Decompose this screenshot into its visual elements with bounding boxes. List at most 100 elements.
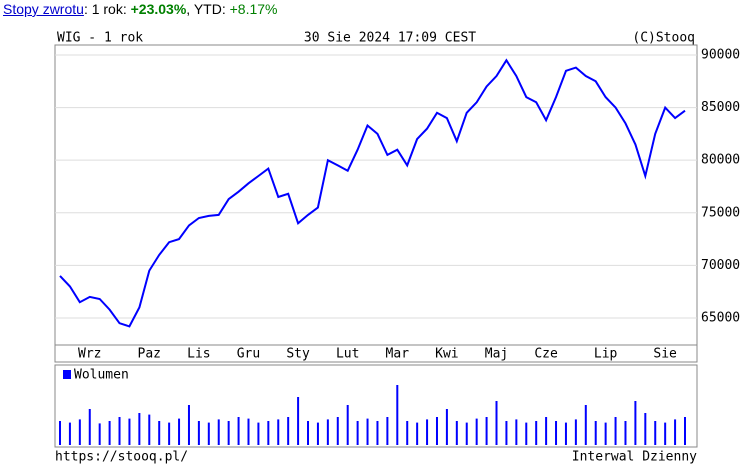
volume-bar bbox=[525, 422, 528, 445]
x-tick-label: Cze bbox=[534, 347, 558, 362]
x-tick-label: Lis bbox=[187, 347, 210, 362]
volume-bar bbox=[485, 417, 488, 445]
volume-bar bbox=[455, 421, 458, 445]
volume-bar bbox=[316, 422, 319, 445]
x-tick-label: Kwi bbox=[435, 347, 458, 362]
volume-bar bbox=[684, 417, 686, 445]
y-tick-label: 80000 bbox=[701, 153, 740, 168]
volume-bar bbox=[297, 397, 300, 445]
volume-bar bbox=[78, 419, 81, 445]
volume-bar bbox=[644, 413, 647, 445]
x-tick-label: Paz bbox=[138, 347, 161, 362]
returns-link[interactable]: Stopy zwrotu bbox=[3, 1, 84, 17]
volume-bar bbox=[336, 417, 339, 445]
volume-bar bbox=[604, 422, 607, 445]
volume-bar bbox=[386, 417, 389, 445]
volume-bar bbox=[674, 419, 677, 445]
credit: (C)Stooq bbox=[632, 31, 695, 46]
volume-bar bbox=[366, 418, 369, 445]
volume-bar bbox=[207, 422, 210, 445]
return-1y: +23.03% bbox=[130, 1, 187, 17]
volume-bar bbox=[237, 417, 240, 445]
volume-bar bbox=[495, 401, 498, 445]
volume-bar bbox=[59, 421, 61, 445]
volume-bar bbox=[68, 422, 71, 445]
volume-bar bbox=[227, 421, 230, 445]
x-tick-label: Lut bbox=[336, 347, 359, 362]
volume-bar bbox=[505, 421, 508, 445]
x-tick-label: Maj bbox=[485, 347, 508, 362]
volume-bar bbox=[98, 423, 101, 445]
volume-bar bbox=[307, 421, 310, 445]
volume-bar bbox=[138, 413, 141, 445]
volume-bar bbox=[614, 417, 617, 445]
volume-bar bbox=[287, 417, 290, 445]
y-tick-label: 90000 bbox=[701, 47, 740, 62]
volume-bar bbox=[634, 401, 637, 445]
volume-bar bbox=[128, 418, 131, 445]
volume-bar bbox=[376, 421, 379, 445]
volume-bar bbox=[197, 421, 200, 445]
volume-bar bbox=[247, 418, 250, 445]
volume-bar bbox=[168, 422, 171, 445]
volume-bar bbox=[465, 422, 468, 445]
volume-bar bbox=[217, 419, 220, 445]
return-ytd: +8.17% bbox=[229, 1, 278, 17]
x-tick-label: Sie bbox=[653, 347, 677, 362]
volume-bar bbox=[564, 422, 567, 445]
volume-bar bbox=[475, 418, 478, 445]
volume-bar bbox=[178, 418, 181, 445]
y-tick-label: 85000 bbox=[701, 100, 740, 115]
y-tick-label: 65000 bbox=[701, 310, 740, 325]
volume-bar bbox=[594, 421, 597, 445]
volume-bar bbox=[555, 421, 558, 445]
legend-label: Wolumen bbox=[74, 368, 129, 383]
volume-bar bbox=[426, 419, 429, 445]
volume-bar bbox=[574, 419, 577, 445]
volume-bar bbox=[445, 409, 448, 445]
volume-bar bbox=[515, 419, 518, 445]
volume-bar bbox=[545, 417, 548, 445]
volume-bar bbox=[257, 422, 260, 445]
month-row bbox=[54, 344, 698, 363]
volume-bar bbox=[624, 421, 627, 445]
x-tick-label: Gru bbox=[237, 347, 260, 362]
volume-bar bbox=[406, 421, 409, 445]
label-1y: : 1 rok: bbox=[83, 1, 131, 17]
volume-bar bbox=[88, 409, 91, 445]
x-tick-label: Sty bbox=[286, 347, 310, 362]
x-tick-label: Lip bbox=[594, 347, 618, 362]
footer-interval: Interwal Dzienny bbox=[572, 450, 697, 465]
volume-bar bbox=[535, 421, 538, 445]
x-tick-label: Wrz bbox=[78, 347, 101, 362]
volume-bar bbox=[654, 421, 657, 445]
price-line bbox=[59, 58, 686, 328]
legend-swatch bbox=[63, 370, 71, 379]
volume-bar bbox=[277, 419, 280, 445]
volume-bar bbox=[584, 405, 587, 445]
chart-title: WIG - 1 rok bbox=[57, 31, 143, 46]
footer-url: https://stooq.pl/ bbox=[55, 450, 188, 465]
volume-bar bbox=[187, 405, 190, 445]
y-tick-label: 70000 bbox=[701, 258, 740, 273]
header: Stopy zwrotu: 1 rok: +23.03%, YTD: +8.17… bbox=[3, 1, 277, 17]
volume-bar bbox=[346, 405, 349, 445]
volume-bar bbox=[118, 417, 121, 445]
volume-bar bbox=[148, 414, 151, 445]
volume-bar bbox=[396, 385, 399, 445]
label-ytd: , YTD: bbox=[186, 1, 230, 17]
y-tick-label: 75000 bbox=[701, 205, 740, 220]
volume-bar bbox=[108, 421, 111, 445]
x-tick-label: Mar bbox=[386, 347, 410, 362]
volume-bar bbox=[326, 419, 329, 445]
volume-bar bbox=[664, 422, 667, 445]
chart-date: 30 Sie 2024 17:09 CEST bbox=[304, 31, 476, 46]
volume-bar bbox=[158, 421, 161, 445]
volume-bar bbox=[435, 417, 438, 445]
volume-bar bbox=[416, 422, 419, 445]
volume-bar bbox=[267, 421, 270, 445]
volume-bar bbox=[356, 421, 359, 445]
volume-frame bbox=[54, 364, 698, 448]
